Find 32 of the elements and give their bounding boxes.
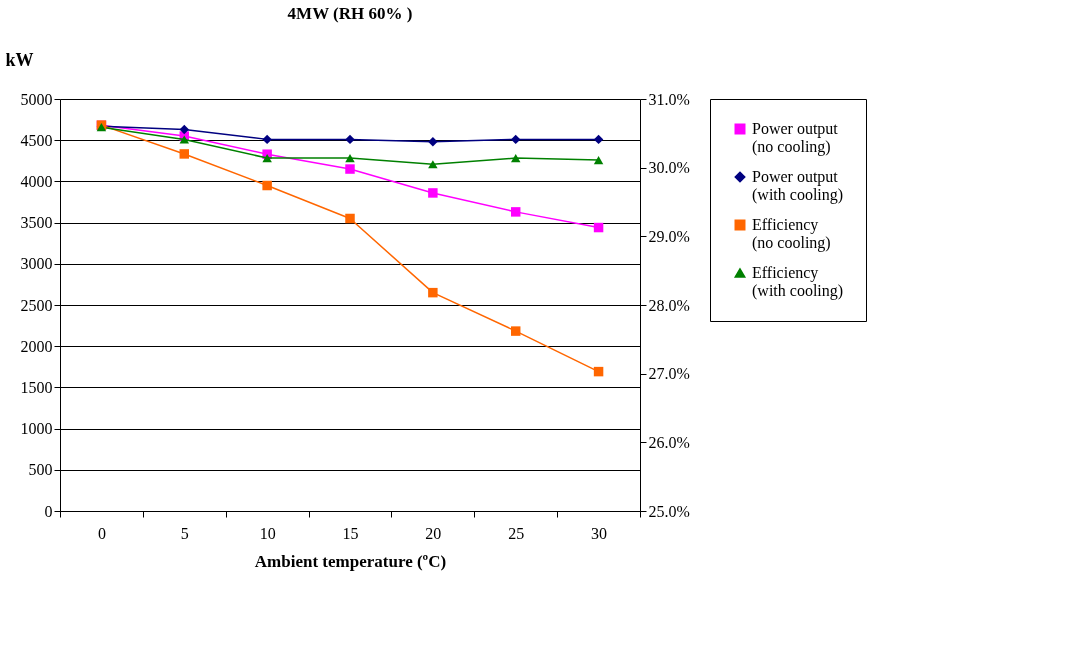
y-tick-label: 1000 [20,420,53,438]
y-tick-label: 4500 [20,131,53,149]
legend-label: Efficiency (no cooling) [752,216,831,252]
legend-label: Power output (with cooling) [752,168,844,204]
y-tick-label: 4000 [20,172,53,190]
y-tick-label: 500 [28,461,53,479]
x-tick-label: 25 [508,524,525,542]
x-tick-label: 20 [425,524,442,542]
y2-tick-label: 25.0% [648,502,690,520]
y-tick-label: 0 [44,502,53,520]
x-axis-title: Ambient temperature (ºC) [254,551,447,571]
y2-tick-label: 29.0% [648,227,690,245]
legend-label: Efficiency (with cooling) [752,264,844,300]
y2-tick-label: 27.0% [648,365,690,383]
y-tick-label: 5000 [20,90,53,108]
y-tick-label: 3500 [20,214,53,232]
x-tick-label: 30 [591,524,608,542]
legend-label: Power output (no cooling) [752,120,839,156]
x-tick-label: 0 [97,524,106,542]
y-axis-title: kW [5,49,34,70]
y2-tick-label: 31.0% [648,90,690,108]
y-tick-label: 2000 [20,337,53,355]
y2-tick-label: 26.0% [648,433,690,451]
y-tick-label: 3000 [20,255,53,273]
x-tick-label: 5 [180,524,189,542]
chart-title: 4MW (RH 60% ) [287,4,413,23]
x-tick-label: 10 [259,524,276,542]
y-tick-label: 2500 [20,296,53,314]
y2-tick-label: 28.0% [648,296,690,314]
y2-tick-label: 30.0% [648,159,690,177]
y-tick-label: 1500 [20,378,53,396]
x-tick-label: 15 [342,524,359,542]
